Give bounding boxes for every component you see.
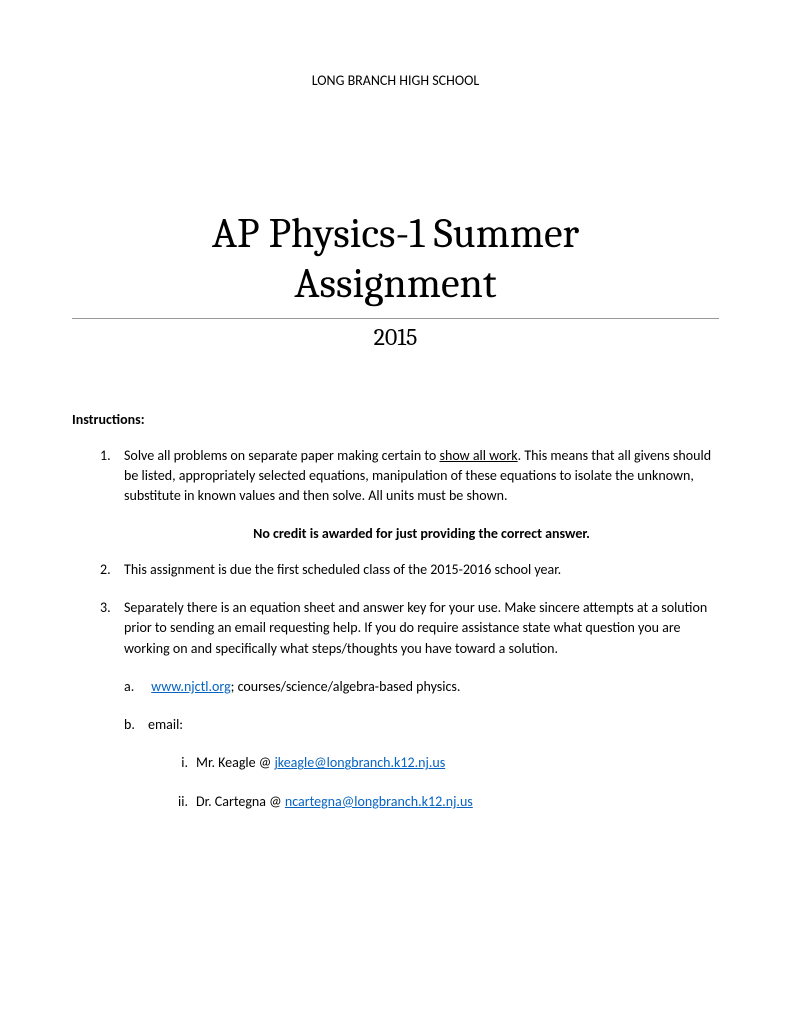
instruction-item-2: 2. This assignment is due the first sche… <box>72 560 719 580</box>
sub-item-a: a. www.njctl.org; courses/science/algebr… <box>72 677 719 697</box>
item-number: 1. <box>100 446 124 507</box>
school-header: LONG BRANCH HIGH SCHOOL <box>72 72 719 89</box>
email-item-ii: ii. Dr. Cartegna @ ncartegna@longbranch.… <box>72 792 719 812</box>
item-content: Separately there is an equation sheet an… <box>124 598 719 659</box>
title-line-2: Assignment <box>294 259 496 308</box>
title-line-1: AP Physics-1 Summer <box>212 209 579 258</box>
title-section: AP Physics-1 Summer Assignment 2015 <box>72 209 719 351</box>
sub-item-b: b. email: <box>72 715 719 735</box>
no-credit-note: No credit is awarded for just providing … <box>72 525 719 542</box>
document-title: AP Physics-1 Summer Assignment <box>72 209 719 310</box>
underlined-text: show all work <box>439 447 517 464</box>
email-content: Dr. Cartegna @ ncartegna@longbranch.k12.… <box>196 792 719 812</box>
instruction-item-1: 1. Solve all problems on separate paper … <box>72 446 719 507</box>
contact-name: Mr. Keagle @ <box>196 754 274 771</box>
email-item-i: i. Mr. Keagle @ jkeagle@longbranch.k12.n… <box>72 753 719 773</box>
item-content: This assignment is due the first schedul… <box>124 560 719 580</box>
document-year: 2015 <box>72 323 719 351</box>
keagle-email-link[interactable]: jkeagle@longbranch.k12.nj.us <box>274 754 445 771</box>
email-content: Mr. Keagle @ jkeagle@longbranch.k12.nj.u… <box>196 753 719 773</box>
item-content: Solve all problems on separate paper mak… <box>124 446 719 507</box>
instruction-item-3: 3. Separately there is an equation sheet… <box>72 598 719 659</box>
roman-numeral: ii. <box>172 792 196 812</box>
title-divider <box>72 318 719 319</box>
instructions-heading: Instructions: <box>72 411 719 428</box>
cartegna-email-link[interactable]: ncartegna@longbranch.k12.nj.us <box>285 793 473 810</box>
sub-content: www.njctl.org; courses/science/algebra-b… <box>148 677 719 697</box>
text-start: Solve all problems on separate paper mak… <box>124 447 439 464</box>
sub-letter: a. <box>124 677 148 697</box>
contact-name: Dr. Cartegna @ <box>196 793 285 810</box>
sub-letter: b. <box>124 715 148 735</box>
roman-numeral: i. <box>172 753 196 773</box>
item-number: 2. <box>100 560 124 580</box>
link-suffix: ; courses/science/algebra-based physics. <box>231 678 461 695</box>
sub-content: email: <box>148 715 719 735</box>
njctl-link[interactable]: www.njctl.org <box>151 678 231 695</box>
item-number: 3. <box>100 598 124 659</box>
